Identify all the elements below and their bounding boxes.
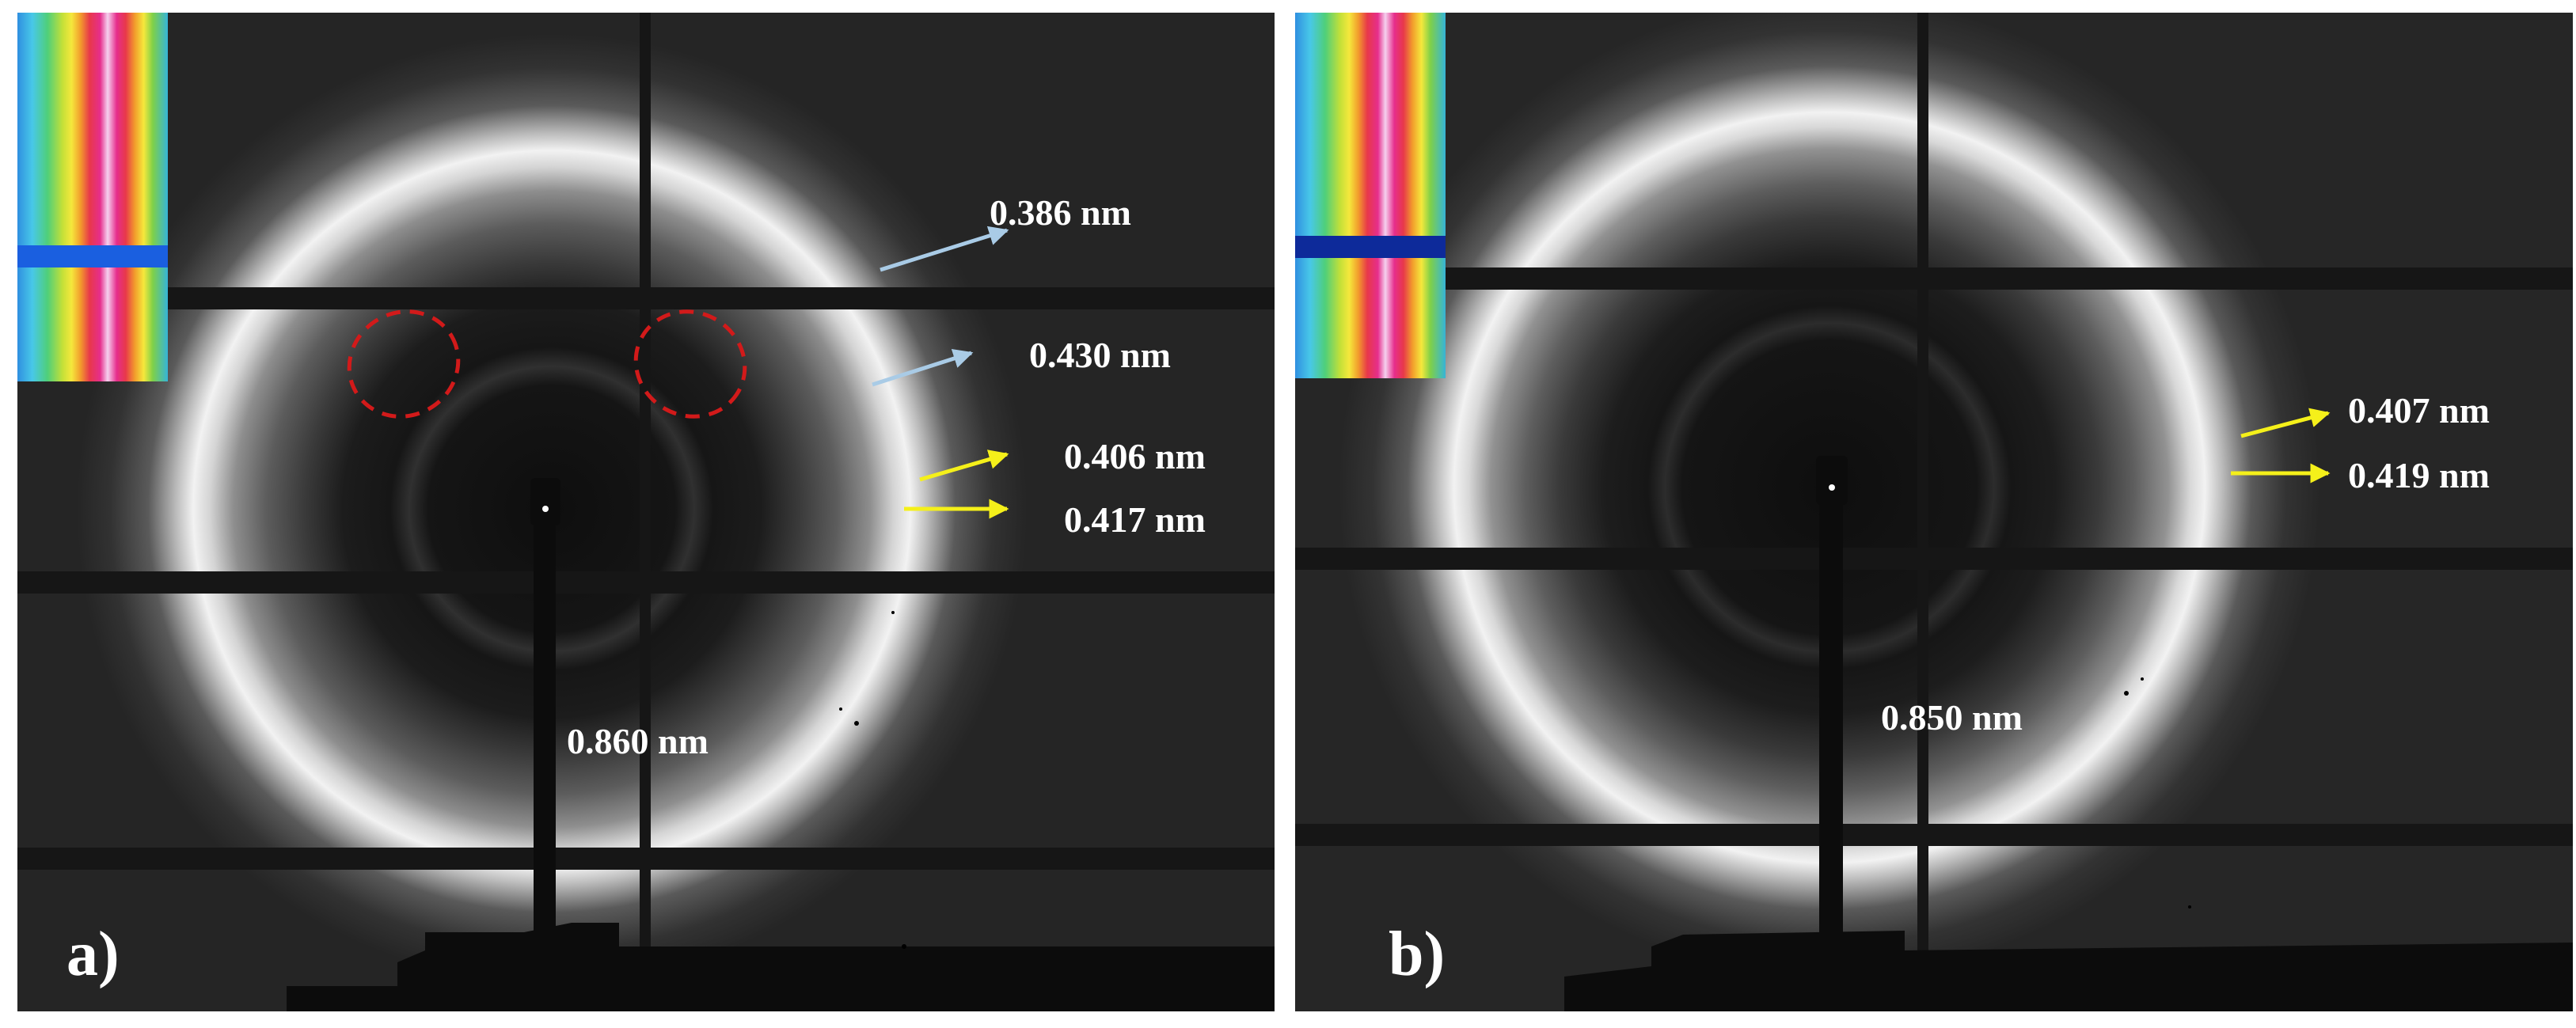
intensity-inset-a bbox=[17, 13, 168, 381]
ring-arrows-b bbox=[2231, 408, 2331, 484]
panel-letter-a: a) bbox=[66, 920, 120, 989]
scattering-rings-b bbox=[1295, 13, 2573, 1011]
ring-label-0406: 0.406 nm bbox=[1064, 436, 1206, 476]
detector-specks-a bbox=[839, 611, 906, 949]
beam-center-a bbox=[542, 506, 549, 512]
ring-label-0407: 0.407 nm bbox=[2348, 390, 2490, 431]
beam-stop-a bbox=[287, 478, 1275, 1011]
beam-center-b bbox=[1829, 484, 1835, 491]
intensity-inset-b bbox=[1295, 13, 1446, 378]
ring-label-0419: 0.419 nm bbox=[2348, 455, 2490, 495]
ring-label-0417: 0.417 nm bbox=[1064, 499, 1206, 540]
diffraction-pattern-b bbox=[1295, 13, 2573, 1011]
ring-label-0430: 0.430 nm bbox=[1029, 335, 1171, 375]
diffraction-pattern-a bbox=[17, 13, 1275, 1011]
detector-gaps-a bbox=[17, 13, 1275, 1011]
detector-specks-b bbox=[2124, 677, 2191, 909]
ring-arrows-a bbox=[872, 226, 1009, 519]
diffraction-panel-a: 0.386 nm 0.430 nm 0.406 nm 0.417 nm 0.86… bbox=[17, 13, 1275, 1011]
diffraction-panel-b: 0.407 nm 0.419 nm 0.850 nm b) bbox=[1295, 13, 2573, 1011]
ring-label-0386: 0.386 nm bbox=[990, 192, 1131, 233]
ring-label-0860: 0.860 nm bbox=[567, 721, 709, 761]
beam-stop-b bbox=[1564, 456, 2573, 1011]
detector-gaps-b bbox=[1295, 13, 2573, 1011]
ring-label-0850: 0.850 nm bbox=[1881, 697, 2023, 738]
highlight-ellipses-a bbox=[347, 309, 747, 419]
panel-letter-b: b) bbox=[1389, 920, 1446, 989]
